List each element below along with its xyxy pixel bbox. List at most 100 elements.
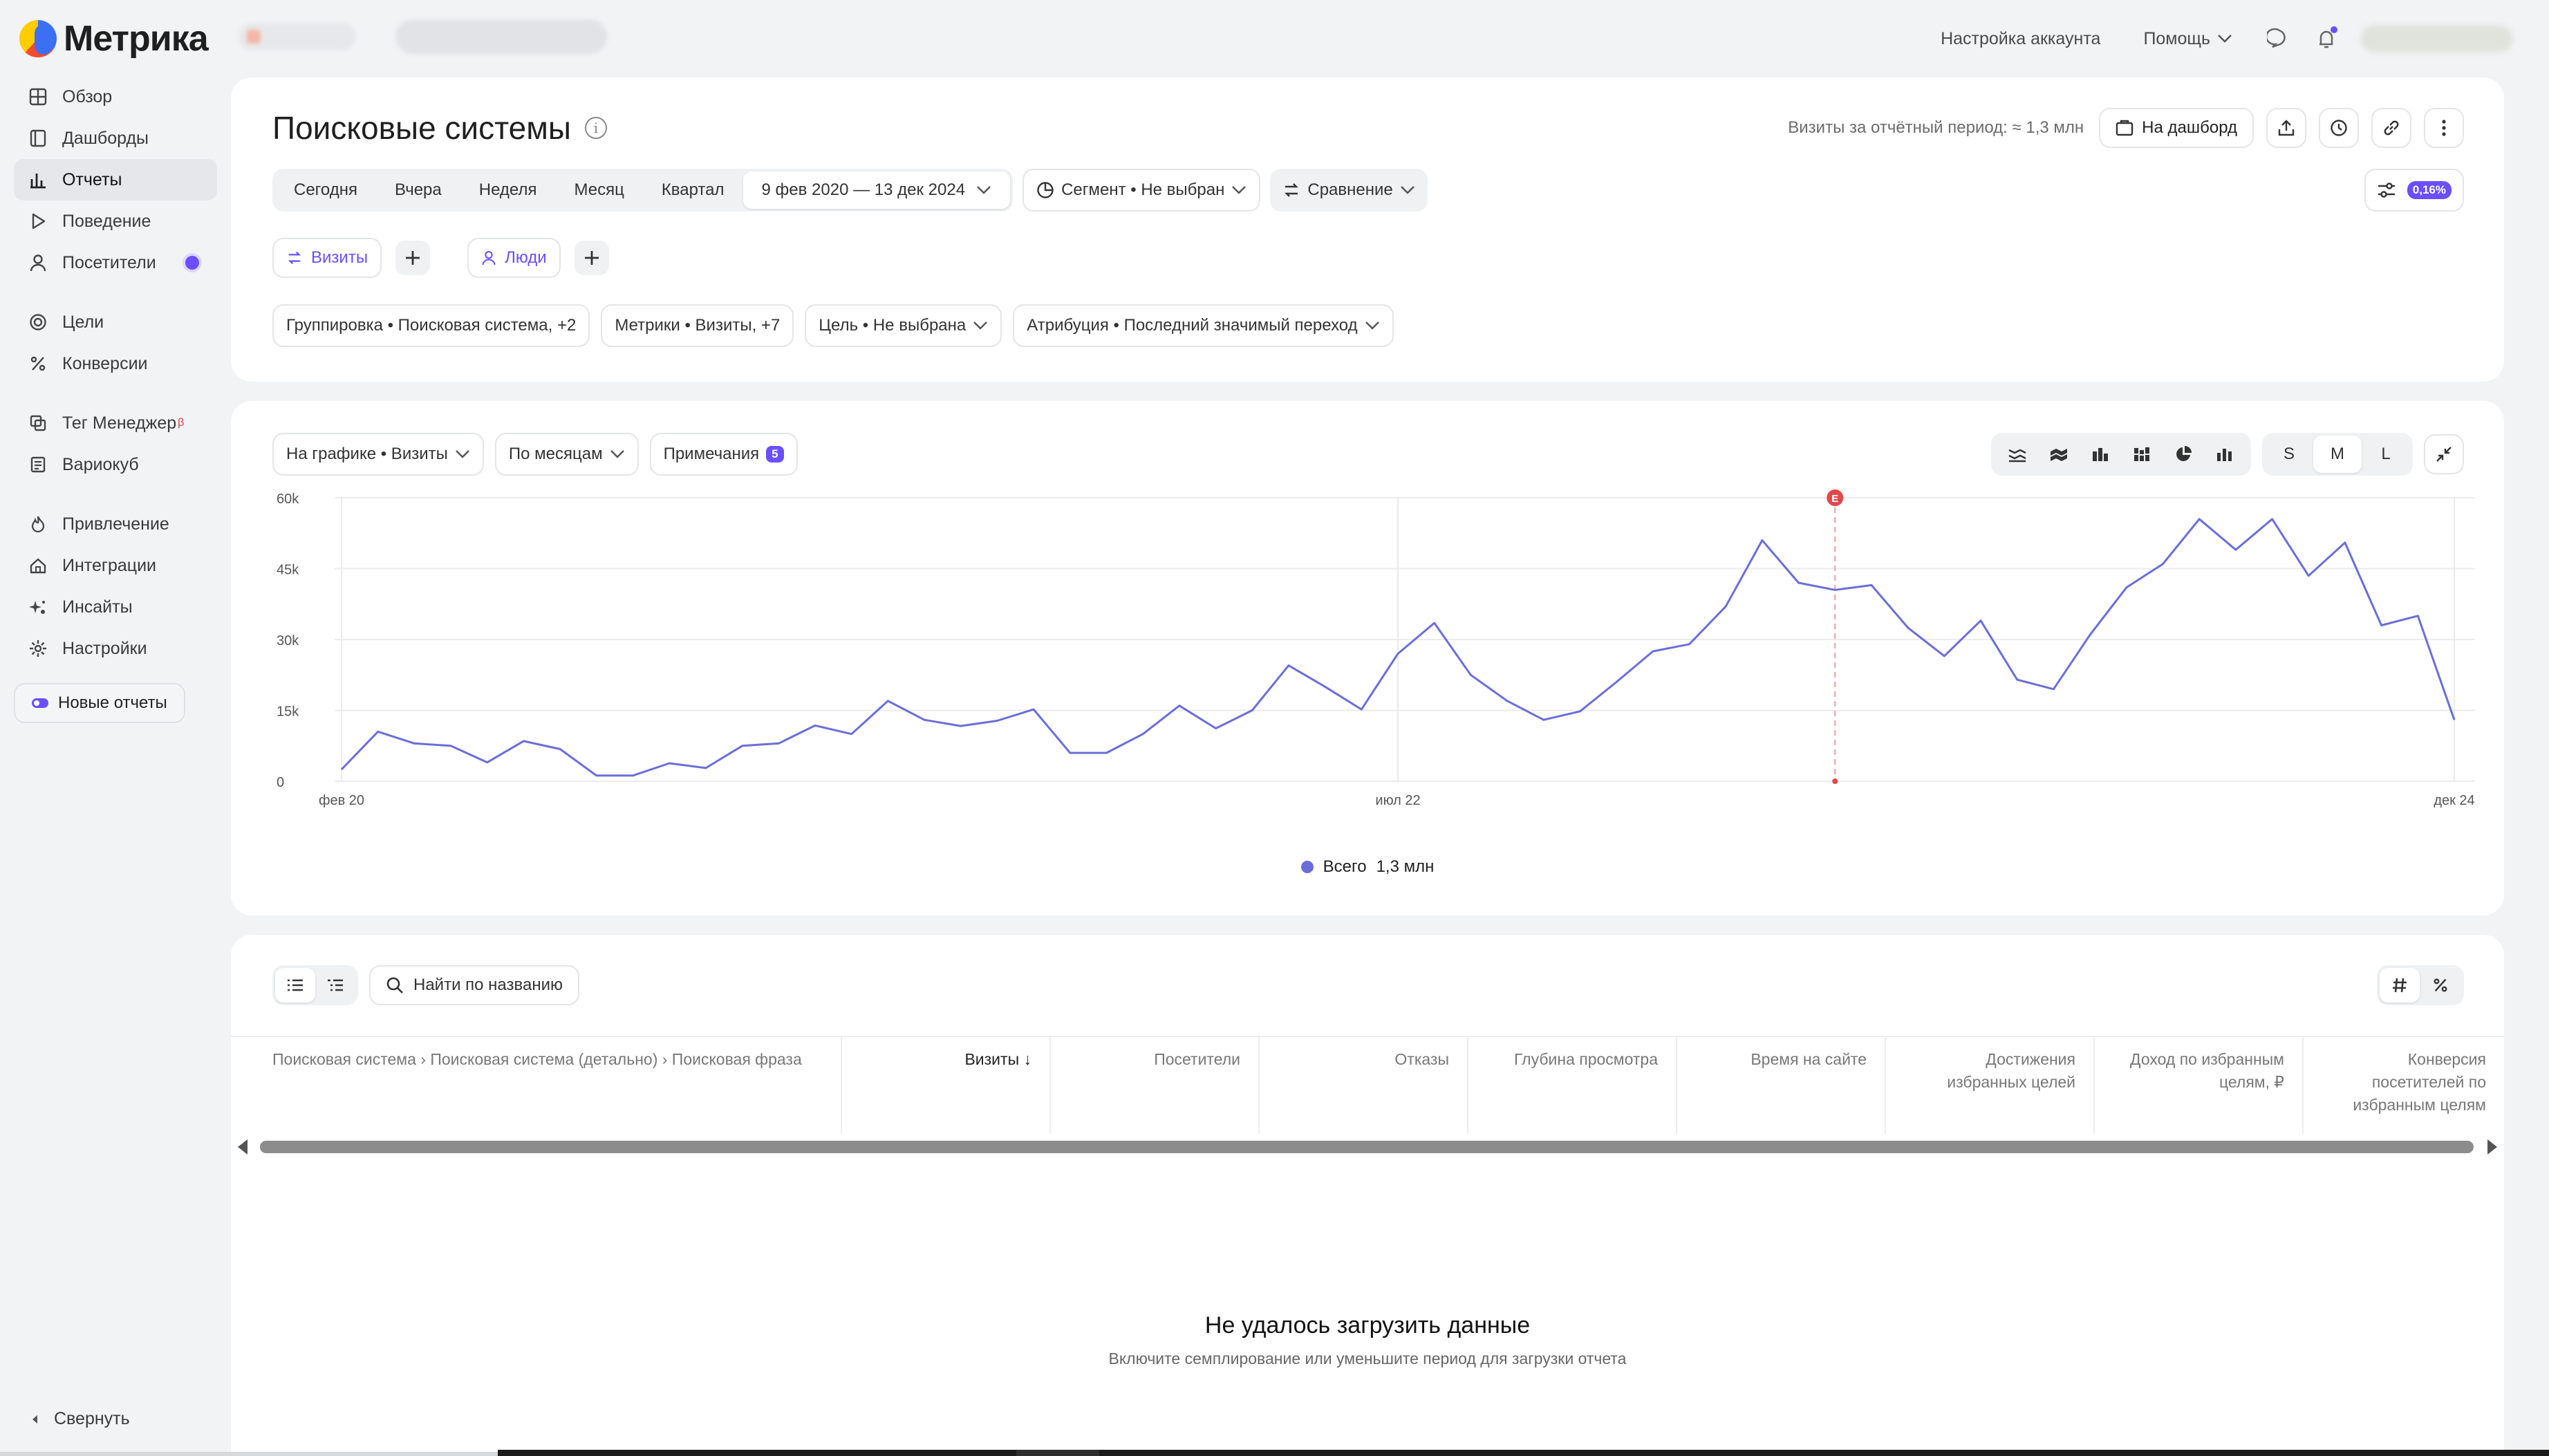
line-chart-type-button[interactable] bbox=[1999, 437, 2035, 472]
collapse-chart-button[interactable] bbox=[2424, 434, 2464, 474]
absolute-values-button[interactable] bbox=[2380, 968, 2420, 1002]
period-yesterday[interactable]: Вчера bbox=[394, 180, 442, 199]
notes-button[interactable]: Примечания 5 bbox=[649, 433, 798, 476]
column-chart-type-button[interactable] bbox=[2082, 437, 2118, 472]
add-to-dashboard-button[interactable]: На дашборд bbox=[2099, 108, 2254, 148]
metrics-selector[interactable]: Метрики • Визиты, +7 bbox=[601, 304, 794, 347]
user-avatar[interactable] bbox=[2361, 25, 2513, 53]
chart-legend[interactable]: Всего 1,3 млн bbox=[231, 857, 2504, 877]
data-point bbox=[2234, 548, 2237, 551]
tree-view-button[interactable] bbox=[315, 968, 355, 1002]
chart-metric-selector[interactable]: На графике • Визиты bbox=[272, 433, 484, 476]
sampling-badge: 0,16% bbox=[2407, 181, 2452, 199]
bell-icon[interactable] bbox=[2314, 26, 2339, 51]
column-header-visits[interactable]: Визиты ↓ bbox=[841, 1037, 1049, 1134]
scrollbar-thumb[interactable] bbox=[260, 1141, 2474, 1153]
percent-values-button[interactable] bbox=[2420, 968, 2461, 1002]
collapse-sidebar-button[interactable]: Свернуть bbox=[30, 1409, 130, 1429]
sidebar-item-overview[interactable]: Обзор bbox=[14, 76, 217, 118]
sidebar-item-insights[interactable]: Инсайты bbox=[14, 586, 217, 628]
sidebar-item-dashboards[interactable]: Дашборды bbox=[14, 118, 217, 159]
sidebar-item-visitors[interactable]: Посетители bbox=[14, 242, 217, 283]
site-selector[interactable] bbox=[395, 19, 607, 54]
account-settings-link[interactable]: Настройка аккаунта bbox=[1941, 28, 2101, 48]
size-l-button[interactable]: L bbox=[2381, 445, 2391, 463]
visits-period-summary: Визиты за отчётный период: ≈ 1,3 млн bbox=[1788, 118, 2084, 137]
size-m-button[interactable]: M bbox=[2313, 436, 2362, 473]
data-point bbox=[777, 742, 780, 745]
size-s-button[interactable]: S bbox=[2283, 445, 2295, 463]
sidebar-item-conversions[interactable]: Конверсии bbox=[14, 343, 217, 384]
sidebar-item-variocube[interactable]: Вариокуб bbox=[14, 444, 217, 485]
percent-icon bbox=[28, 353, 48, 374]
sidebar-item-label: Тег Менеджер bbox=[62, 413, 177, 433]
sidebar-item-behavior[interactable]: Поведение bbox=[14, 200, 217, 242]
period-today[interactable]: Сегодня bbox=[294, 180, 357, 199]
search-input[interactable]: Найти по названию bbox=[369, 965, 579, 1005]
metrics-label: Метрики • Визиты, +7 bbox=[615, 316, 781, 335]
compare-selector[interactable]: Сравнение bbox=[1270, 169, 1428, 212]
data-point bbox=[449, 745, 452, 747]
column-header-time-on-site[interactable]: Время на сайте bbox=[1676, 1037, 1885, 1134]
column-header-page-depth[interactable]: Глубина просмотра bbox=[1467, 1037, 1676, 1134]
people-mode-label: Люди bbox=[505, 248, 547, 267]
goal-selector[interactable]: Цель • Не выбрана bbox=[805, 304, 1002, 347]
counter-selector[interactable] bbox=[239, 23, 356, 50]
pie-chart-type-button[interactable] bbox=[2165, 437, 2201, 472]
sidebar-item-reports[interactable]: Отчеты bbox=[14, 159, 217, 200]
info-icon[interactable]: i bbox=[584, 117, 607, 139]
sidebar-item-acquisition[interactable]: Привлечение bbox=[14, 503, 217, 545]
scroll-right-icon[interactable] bbox=[2487, 1139, 2497, 1155]
data-point bbox=[2344, 541, 2346, 544]
sidebar-item-label: Инсайты bbox=[62, 597, 133, 617]
more-button[interactable] bbox=[2424, 108, 2464, 148]
add-people-button[interactable] bbox=[574, 241, 609, 275]
brand-logo[interactable]: Метрика bbox=[19, 18, 209, 59]
flame-icon bbox=[28, 514, 48, 534]
pie-chart-icon bbox=[2176, 446, 2192, 461]
segment-selector[interactable]: Сегмент • Не выбран bbox=[1023, 169, 1261, 212]
column-header-goal-reaches[interactable]: Достижения избранных целей bbox=[1885, 1037, 2093, 1134]
scroll-left-icon[interactable] bbox=[238, 1139, 248, 1155]
stacked-column-type-button[interactable] bbox=[2124, 437, 2160, 472]
data-point bbox=[1833, 588, 1836, 591]
column-header-goal-revenue[interactable]: Доход по избранным целям, ₽ bbox=[2093, 1037, 2302, 1134]
history-button[interactable] bbox=[2319, 108, 2359, 148]
column-header-goal-conversion[interactable]: Конверсия посетителей по избранным целям bbox=[2302, 1037, 2504, 1134]
flat-list-view-button[interactable] bbox=[275, 968, 315, 1002]
sidebar-item-integrations[interactable]: Интеграции bbox=[14, 545, 217, 586]
horizontal-scrollbar[interactable] bbox=[231, 1132, 2504, 1160]
detail-label: По месяцам bbox=[508, 445, 603, 463]
chat-icon[interactable] bbox=[2265, 26, 2292, 51]
period-quarter[interactable]: Квартал bbox=[661, 180, 725, 199]
period-week[interactable]: Неделя bbox=[478, 180, 537, 199]
sidebar-item-tag-manager[interactable]: Тег Менеджер β bbox=[14, 402, 217, 444]
date-range-picker[interactable]: 9 фев 2020 — 13 дек 2024 bbox=[743, 171, 1011, 209]
attribution-label: Атрибуция • Последний значимый переход bbox=[1027, 316, 1358, 335]
add-visits-button[interactable] bbox=[395, 241, 431, 275]
new-reports-toggle[interactable]: Новые отчеты bbox=[14, 683, 185, 723]
report-title: Поисковые системы bbox=[272, 110, 571, 146]
attribution-selector[interactable]: Атрибуция • Последний значимый переход bbox=[1013, 304, 1394, 347]
grouping-selector[interactable]: Группировка • Поисковая система, +2 bbox=[272, 304, 590, 347]
sidebar-item-goals[interactable]: Цели bbox=[14, 301, 217, 343]
detail-selector[interactable]: По месяцам bbox=[494, 433, 639, 476]
sidebar-item-settings[interactable]: Настройки bbox=[14, 628, 217, 669]
data-point bbox=[1433, 622, 1436, 624]
copy-link-button[interactable] bbox=[2371, 108, 2411, 148]
help-menu[interactable]: Помощь bbox=[2143, 29, 2232, 49]
data-accuracy-button[interactable]: 0,16% bbox=[2364, 169, 2464, 212]
column-header-visitors[interactable]: Посетители bbox=[1049, 1037, 1258, 1134]
visits-mode-button[interactable]: Визиты bbox=[272, 238, 382, 278]
data-point bbox=[2271, 518, 2274, 521]
integrations-icon bbox=[28, 555, 48, 576]
people-mode-button[interactable]: Люди bbox=[467, 238, 561, 278]
data-point bbox=[2052, 688, 2055, 691]
column-header-bounces[interactable]: Отказы bbox=[1258, 1037, 1467, 1134]
area-chart-type-button[interactable] bbox=[2041, 437, 2077, 472]
period-month[interactable]: Месяц bbox=[574, 180, 624, 199]
bar-chart-type-button[interactable] bbox=[2207, 437, 2243, 472]
data-point bbox=[2125, 586, 2128, 589]
export-button[interactable] bbox=[2266, 108, 2306, 148]
dimension-column-header[interactable]: Поисковая система › Поисковая система (д… bbox=[272, 1050, 802, 1068]
